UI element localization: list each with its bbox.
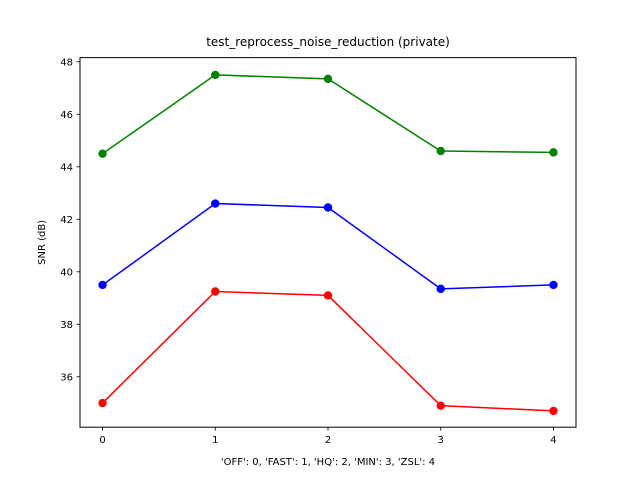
x-tick-label: 0 [99, 435, 105, 446]
axes-frame [79, 57, 577, 428]
y-tick-label: 42 [60, 215, 73, 226]
series-line-blue-series [101, 202, 555, 290]
data-point-blue-series-2 [323, 203, 333, 212]
data-point-blue-series-0 [98, 280, 107, 290]
x-axis-label: 'OFF': 0, 'FAST': 1, 'HQ': 2, 'MIN': 3, … [221, 457, 435, 468]
data-point-red-series-2 [323, 291, 333, 300]
y-tick-label: 38 [60, 320, 73, 331]
data-point-blue-series-4 [549, 280, 558, 290]
y-tick-label: 36 [60, 372, 73, 383]
data-point-red-series-0 [98, 398, 107, 408]
series-line-green-series [101, 74, 555, 155]
y-tick-label: 40 [60, 267, 73, 278]
y-tick-label: 46 [60, 110, 73, 121]
data-point-green-series-4 [549, 148, 558, 157]
data-point-green-series-1 [211, 70, 220, 80]
y-tick-label: 44 [60, 162, 73, 173]
chart-title: test_reprocess_noise_reduction (private) [206, 35, 450, 49]
data-point-green-series-2 [323, 74, 333, 84]
data-point-green-series-0 [98, 149, 107, 158]
x-tick-label: 3 [438, 435, 444, 446]
data-point-red-series-1 [211, 287, 220, 296]
x-tick-label: 1 [212, 435, 218, 446]
data-point-green-series-3 [436, 146, 445, 156]
y-tick-label: 48 [60, 57, 73, 68]
data-point-blue-series-3 [436, 284, 445, 294]
y-axis-label: SNR (dB) [37, 220, 48, 265]
data-point-red-series-3 [436, 401, 445, 410]
data-point-red-series-4 [549, 406, 558, 416]
x-tick-label: 2 [325, 435, 331, 446]
data-point-blue-series-1 [211, 199, 220, 208]
x-tick-label: 4 [550, 435, 556, 446]
plot-area: 36 38 40 42 44 46 48 0 1 2 3 4 [60, 57, 577, 446]
series-line-red-series [101, 290, 555, 412]
